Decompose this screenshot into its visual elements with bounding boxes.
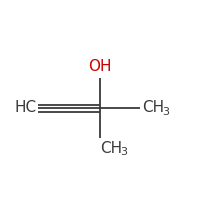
Text: 3: 3 xyxy=(162,107,169,117)
Text: HC: HC xyxy=(15,100,37,116)
Text: CH: CH xyxy=(100,141,122,156)
Text: CH: CH xyxy=(142,100,164,116)
Text: 3: 3 xyxy=(120,147,127,157)
Text: OH: OH xyxy=(88,59,112,74)
